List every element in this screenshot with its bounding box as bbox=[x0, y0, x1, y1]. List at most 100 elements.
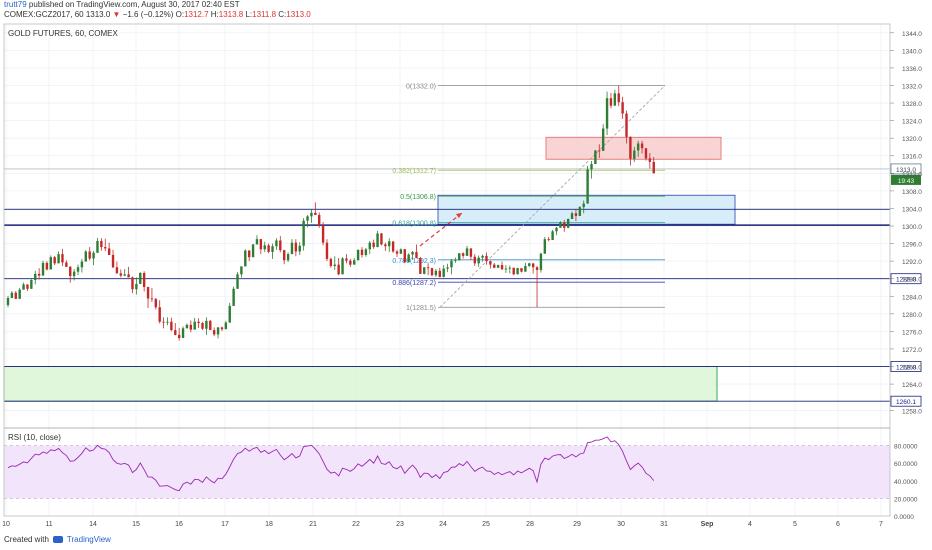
candle-body bbox=[170, 321, 173, 331]
fib-level-label: 0.382(1312.7) bbox=[392, 168, 436, 175]
y-tick-label: 1340.0 bbox=[902, 48, 922, 55]
candle-body bbox=[201, 323, 204, 329]
candle-body bbox=[493, 264, 496, 268]
candle-body bbox=[543, 239, 547, 254]
countdown-tag-text: 19:43 bbox=[898, 178, 915, 185]
ohlc-close: 1313.0 bbox=[286, 10, 311, 19]
y-tick-label: 1296.0 bbox=[902, 242, 922, 249]
candle-body bbox=[360, 249, 364, 255]
candle-body bbox=[30, 280, 33, 289]
candle-body bbox=[131, 277, 134, 290]
x-tick-label: Sep bbox=[701, 521, 714, 528]
chart-canvas[interactable]: 0(1332.0) 0.382(1312.7) 0.5(1306.8) 0.618(1… bbox=[0, 0, 932, 535]
candle-body bbox=[598, 150, 601, 152]
candle-body bbox=[648, 158, 652, 162]
candle-body bbox=[609, 98, 613, 106]
candle-body bbox=[617, 93, 620, 103]
candle-body bbox=[197, 321, 200, 324]
candle-body bbox=[512, 267, 515, 275]
candle-body bbox=[18, 289, 21, 299]
candle-body bbox=[407, 254, 410, 263]
candle-body bbox=[652, 161, 655, 174]
candle-body bbox=[582, 203, 585, 208]
y-tick-label: 1268.0 bbox=[902, 365, 922, 372]
candle-body bbox=[49, 257, 52, 270]
level-price-tag-text: 1288.0 bbox=[896, 277, 916, 284]
x-tick-label: 5 bbox=[793, 521, 797, 528]
candle-body bbox=[88, 251, 91, 259]
candle-body bbox=[434, 270, 438, 276]
footer: Created with TradingView bbox=[4, 535, 111, 544]
rsi-y-tick-label: 40.0000 bbox=[894, 479, 918, 486]
candle-body bbox=[578, 207, 582, 216]
candle-body bbox=[605, 98, 609, 129]
candle-body bbox=[528, 263, 531, 266]
y-tick-label: 1300.0 bbox=[902, 224, 922, 231]
candle-body bbox=[555, 227, 558, 232]
candle-body bbox=[481, 255, 484, 258]
candle-body bbox=[310, 212, 313, 217]
x-tick-label: 14 bbox=[89, 521, 97, 528]
x-tick-label: 22 bbox=[352, 521, 360, 528]
rsi-y-tick-label: 20.0000 bbox=[894, 496, 918, 503]
resistance-zone bbox=[545, 136, 722, 160]
x-tick-label: 17 bbox=[221, 521, 229, 528]
x-tick-label: 31 bbox=[660, 521, 668, 528]
chart-header: trutt79 published on TradingView.com, Au… bbox=[4, 0, 704, 30]
symbol-line: COMEX:GCZ2017, 60 bbox=[4, 10, 84, 19]
tradingview-brand[interactable]: TradingView bbox=[66, 535, 111, 544]
candle-body bbox=[384, 244, 387, 247]
candle-body bbox=[212, 330, 216, 335]
candle-body bbox=[539, 253, 543, 270]
x-tick-label: 24 bbox=[439, 521, 447, 528]
candle-body bbox=[345, 258, 348, 261]
candle-body bbox=[388, 241, 391, 247]
candle-body bbox=[259, 239, 263, 250]
candle-body bbox=[586, 169, 589, 204]
candle-body bbox=[329, 258, 333, 266]
candle-body bbox=[185, 324, 189, 329]
fibonacci-retracement[interactable]: 0(1332.0) 0.382(1312.7) 0.5(1306.8) 0.618(1… bbox=[392, 83, 666, 312]
candle-body bbox=[356, 249, 360, 261]
candle-body bbox=[127, 274, 130, 278]
candle-body bbox=[524, 265, 527, 272]
candle-body bbox=[61, 254, 64, 263]
level-price-tag bbox=[890, 395, 922, 407]
candle-body bbox=[255, 239, 259, 245]
candle-body bbox=[162, 321, 165, 323]
candle-body bbox=[341, 258, 344, 275]
candle-body bbox=[193, 321, 196, 330]
candle-body bbox=[395, 251, 399, 254]
y-tick-label: 1288.0 bbox=[902, 277, 922, 284]
candle-body bbox=[34, 273, 37, 281]
y-tick-label: 1276.0 bbox=[902, 329, 922, 336]
candle-body bbox=[228, 305, 231, 323]
candle-body bbox=[247, 250, 251, 258]
candle-body bbox=[286, 254, 290, 261]
fib-trendline bbox=[439, 85, 666, 308]
countdown-tag bbox=[891, 174, 921, 185]
candle-body bbox=[496, 265, 500, 268]
ohlc-low: 1311.8 bbox=[252, 10, 277, 19]
candle-body bbox=[446, 267, 449, 269]
candle-body bbox=[174, 330, 177, 335]
candle-body bbox=[150, 298, 154, 300]
candle-body bbox=[353, 260, 356, 265]
candle-body bbox=[625, 113, 628, 137]
candle-body bbox=[154, 298, 158, 308]
candle-body bbox=[100, 240, 103, 248]
candle-body bbox=[485, 255, 488, 262]
candle-body bbox=[306, 216, 309, 221]
x-tick-label: 25 bbox=[482, 521, 490, 528]
y-tick-label: 1292.0 bbox=[902, 259, 922, 266]
candle-body bbox=[69, 266, 72, 277]
rsi-y-tick-label: 60.0000 bbox=[894, 461, 918, 468]
publisher-username[interactable]: trutt79 bbox=[4, 0, 27, 9]
candle-body bbox=[423, 267, 426, 274]
candle-body bbox=[411, 251, 414, 255]
candle-body bbox=[104, 247, 107, 249]
rsi-y-tick-label: 0.0000 bbox=[894, 514, 914, 521]
candle-body bbox=[314, 212, 317, 216]
ohlc-close-label: C: bbox=[278, 10, 287, 19]
candle-body bbox=[551, 231, 554, 241]
